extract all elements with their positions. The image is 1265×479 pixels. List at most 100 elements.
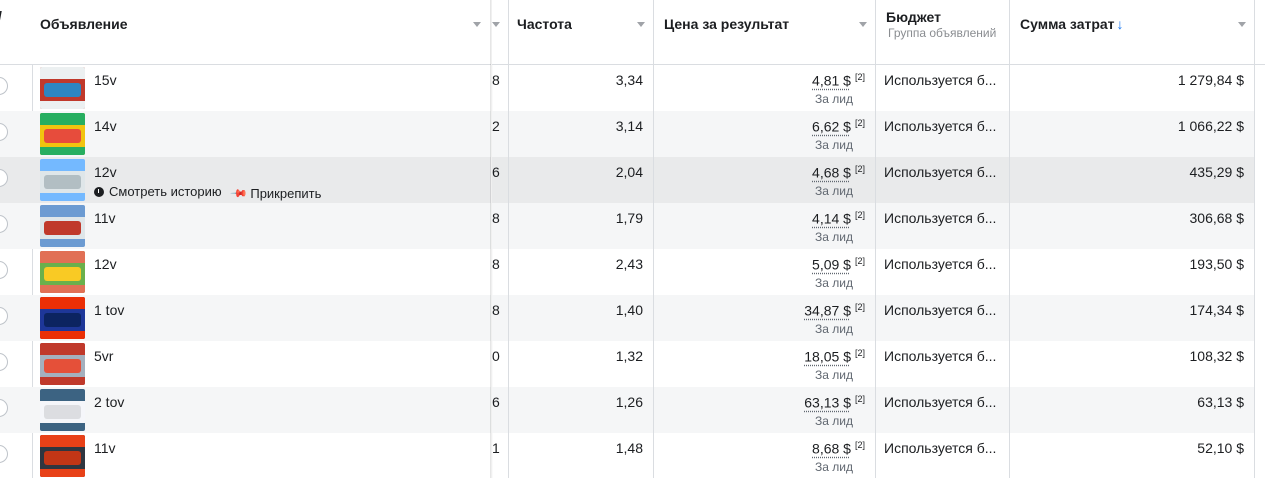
table-row[interactable]: 1,40 <box>509 295 653 341</box>
ad-name[interactable]: 12v <box>94 256 117 272</box>
ad-thumbnail[interactable] <box>40 205 85 247</box>
ad-thumbnail[interactable] <box>40 389 85 431</box>
table-row[interactable]: 18,05 $ [2] За лид <box>654 341 875 387</box>
table-row[interactable]: 4,14 $ [2] За лид <box>654 203 875 249</box>
table-row[interactable] <box>0 249 32 295</box>
chevron-down-icon[interactable] <box>637 22 645 27</box>
table-row[interactable]: Используется б... <box>876 203 1009 249</box>
table-row[interactable]: 1,79 <box>509 203 653 249</box>
table-row[interactable]: 1 279,84 $ <box>1010 65 1254 111</box>
table-row[interactable] <box>0 341 32 387</box>
table-row[interactable]: Используется б... <box>876 157 1009 203</box>
table-row[interactable]: 174,34 $ <box>1010 295 1254 341</box>
table-row[interactable]: 1 <box>492 433 508 478</box>
ad-thumbnail[interactable] <box>40 343 85 385</box>
table-row[interactable]: 2 tov <box>32 387 491 433</box>
table-row[interactable]: 8 <box>492 65 508 111</box>
row-select-radio[interactable] <box>0 261 8 279</box>
chevron-down-icon[interactable] <box>473 22 481 27</box>
ad-name[interactable]: 11v <box>94 440 116 456</box>
chevron-down-icon[interactable] <box>492 22 500 27</box>
ad-thumbnail[interactable] <box>40 435 85 477</box>
ad-thumbnail[interactable] <box>40 297 85 339</box>
cost-per-result-value[interactable]: 18,05 $ <box>804 348 851 365</box>
footnote-marker[interactable]: [2] <box>854 302 865 312</box>
table-row[interactable]: 2 <box>492 111 508 157</box>
ad-thumbnail[interactable] <box>40 251 85 293</box>
cost-per-result-column-header[interactable]: Цена за результат <box>654 0 875 65</box>
table-row[interactable]: 63,13 $ <box>1010 387 1254 433</box>
table-row[interactable]: 0 <box>492 341 508 387</box>
ad-name[interactable]: 14v <box>94 118 117 134</box>
table-row[interactable]: 1 tov <box>32 295 491 341</box>
spend-column-header[interactable]: Сумма затрат ↓ <box>1010 0 1254 65</box>
cost-per-result-value[interactable]: 34,87 $ <box>804 302 851 319</box>
footnote-marker[interactable]: [2] <box>854 118 865 128</box>
table-row[interactable] <box>0 157 32 203</box>
footnote-marker[interactable]: [2] <box>854 72 865 82</box>
cost-per-result-value[interactable]: 8,68 $ <box>812 440 851 457</box>
table-row[interactable]: 6,62 $ [2] За лид <box>654 111 875 157</box>
table-row[interactable]: 5vr <box>32 341 491 387</box>
table-row[interactable]: Используется б... <box>876 295 1009 341</box>
table-row[interactable]: 5,09 $ [2] За лид <box>654 249 875 295</box>
pin-link[interactable]: 📌 Прикрепить <box>229 184 321 202</box>
table-row[interactable]: 6 <box>492 387 508 433</box>
table-row[interactable]: 306,68 $ <box>1010 203 1254 249</box>
table-row[interactable] <box>0 65 32 111</box>
table-row[interactable] <box>0 203 32 249</box>
table-row[interactable]: 2,04 <box>509 157 653 203</box>
cost-per-result-value[interactable]: 4,14 $ <box>812 210 851 227</box>
cost-per-result-value[interactable]: 4,68 $ <box>812 164 851 181</box>
table-row[interactable]: Используется б... <box>876 433 1009 478</box>
row-select-radio[interactable] <box>0 353 8 371</box>
table-row[interactable]: 4,68 $ [2] За лид <box>654 157 875 203</box>
table-row[interactable] <box>0 433 32 478</box>
table-row[interactable]: 1,26 <box>509 387 653 433</box>
table-row[interactable]: Используется б... <box>876 387 1009 433</box>
table-row[interactable]: 34,87 $ [2] За лид <box>654 295 875 341</box>
row-select-radio[interactable] <box>0 123 8 141</box>
table-row[interactable]: 14v <box>32 111 491 157</box>
cost-per-result-value[interactable]: 5,09 $ <box>812 256 851 273</box>
budget-column-header[interactable]: Бюджет Группа объявлений <box>876 0 1009 65</box>
view-history-link[interactable]: Смотреть историю <box>94 184 222 199</box>
row-select-radio[interactable] <box>0 77 8 95</box>
table-row[interactable]: 1,32 <box>509 341 653 387</box>
cost-per-result-value[interactable]: 4,81 $ <box>812 72 851 89</box>
table-row[interactable]: 8 <box>492 295 508 341</box>
table-row[interactable]: 8,68 $ [2] За лид <box>654 433 875 479</box>
ad-name[interactable]: 12v <box>94 164 117 180</box>
table-row[interactable]: 15v <box>32 65 491 111</box>
cost-per-result-value[interactable]: 63,13 $ <box>804 394 851 411</box>
ad-name[interactable]: 15v <box>94 72 117 88</box>
ad-thumbnail[interactable] <box>40 159 85 201</box>
cost-per-result-value[interactable]: 6,62 $ <box>812 118 851 135</box>
table-row[interactable]: 3,14 <box>509 111 653 157</box>
table-row[interactable]: Используется б... <box>876 341 1009 387</box>
table-row[interactable]: 11v <box>32 433 491 478</box>
row-select-radio[interactable] <box>0 169 8 187</box>
footnote-marker[interactable]: [2] <box>854 394 865 404</box>
footnote-marker[interactable]: [2] <box>854 440 865 450</box>
table-row[interactable] <box>0 387 32 433</box>
table-row[interactable]: 8 <box>492 249 508 295</box>
chevron-down-icon[interactable] <box>1238 22 1246 27</box>
ad-name[interactable]: 1 tov <box>94 302 125 318</box>
ad-name[interactable]: 5vr <box>94 348 114 364</box>
ad-name[interactable]: 2 tov <box>94 394 125 410</box>
table-row[interactable]: 435,29 $ <box>1010 157 1254 203</box>
footnote-marker[interactable]: [2] <box>854 348 865 358</box>
row-select-radio[interactable] <box>0 445 8 463</box>
table-row[interactable]: 108,32 $ <box>1010 341 1254 387</box>
row-select-radio[interactable] <box>0 399 8 417</box>
ad-column-header[interactable]: Объявление <box>32 0 491 65</box>
sort-descending-icon[interactable]: ↓ <box>1116 16 1124 32</box>
table-row[interactable]: 3,34 <box>509 65 653 111</box>
frequency-column-header[interactable]: Частота <box>509 0 653 65</box>
table-row[interactable]: 52,10 $ <box>1010 433 1254 479</box>
ad-name[interactable]: 11v <box>94 210 116 226</box>
table-row[interactable]: 63,13 $ [2] За лид <box>654 387 875 433</box>
row-select-radio[interactable] <box>0 215 8 233</box>
footnote-marker[interactable]: [2] <box>854 256 865 266</box>
